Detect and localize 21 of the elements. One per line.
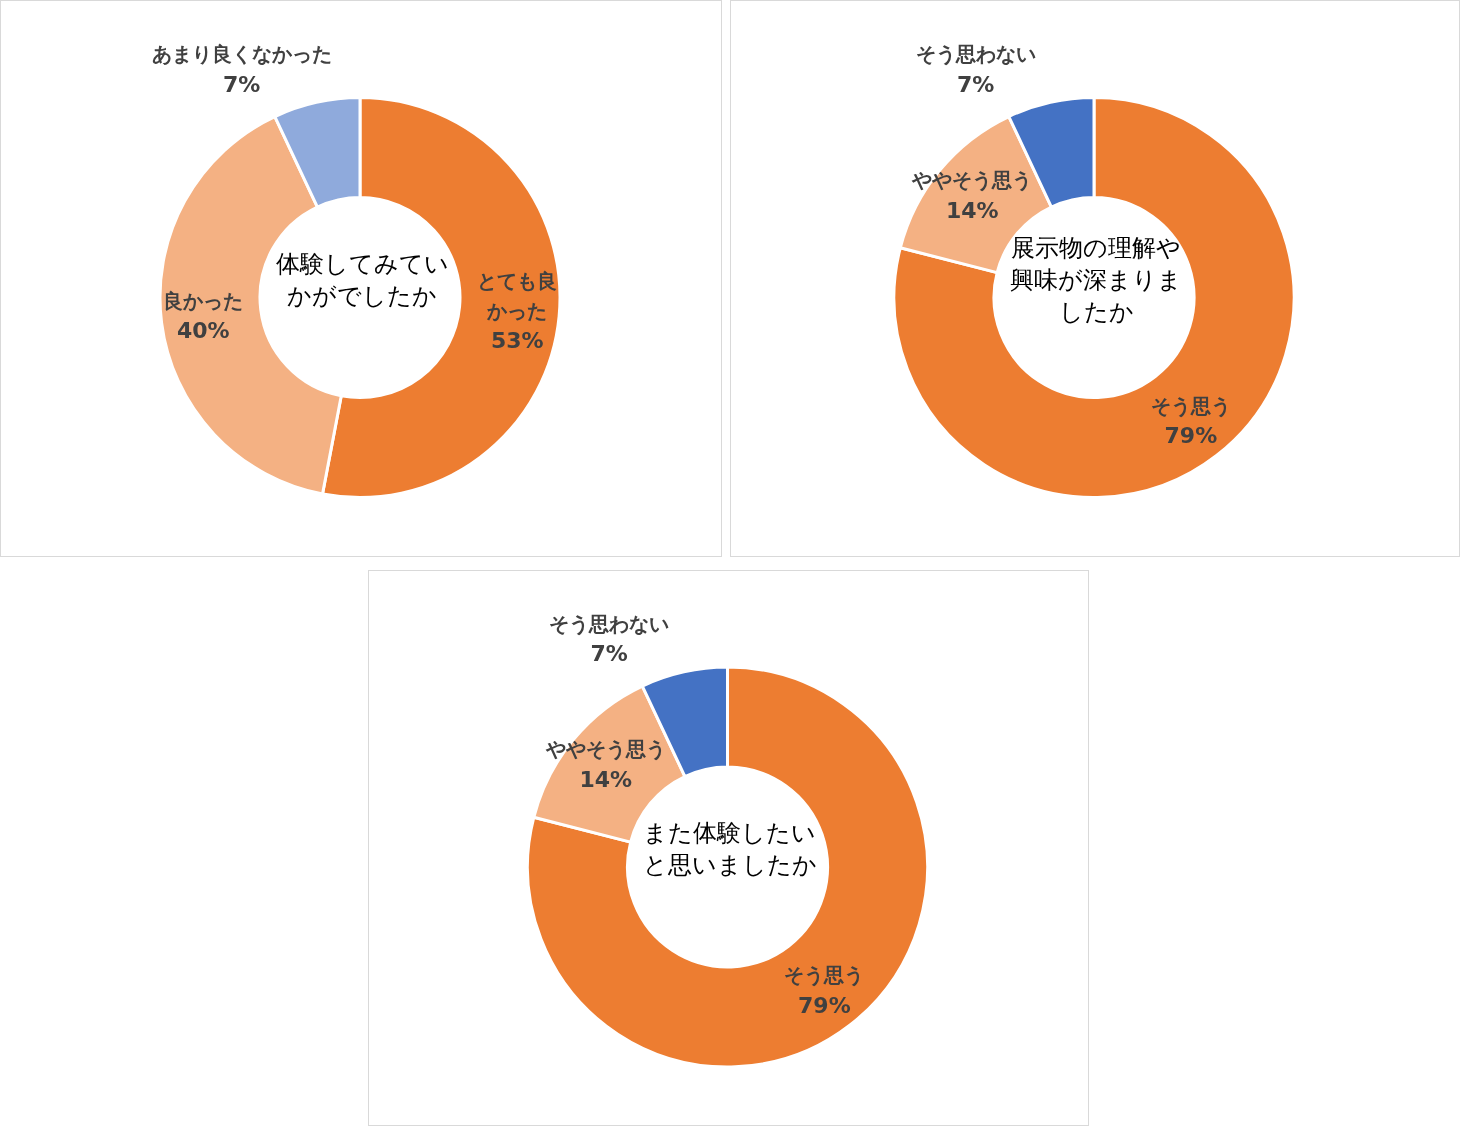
slice-label: そう思う: [784, 963, 865, 988]
slice-label: そう思わない: [549, 611, 670, 636]
text: 体験してみていかがでしたか: [274, 248, 450, 312]
text: 展示物の理解や興味が深まりましたか: [1009, 232, 1183, 328]
slice-label: 良かった: [163, 288, 244, 313]
data-label: 40%: [176, 318, 230, 344]
text: また体験したいと思いましたか: [641, 818, 818, 881]
data-label: 7%: [956, 71, 995, 97]
slice-label: ややそう思う: [911, 167, 1033, 192]
data-label: 53%: [490, 328, 544, 354]
data-label: 7%: [590, 641, 628, 667]
slice-label: あまり良くなかった: [151, 42, 332, 67]
data-label: 14%: [945, 197, 999, 223]
slice-label: ややそう思う: [544, 737, 666, 762]
data-label: 79%: [798, 992, 851, 1018]
slice-label: そう思わない: [915, 42, 1036, 67]
slice-label: とても良かった: [477, 268, 558, 323]
data-label: 7%: [222, 71, 261, 97]
slice-label: そう思う: [1150, 393, 1231, 418]
data-label: 14%: [579, 767, 633, 793]
data-label: 79%: [1164, 423, 1218, 449]
